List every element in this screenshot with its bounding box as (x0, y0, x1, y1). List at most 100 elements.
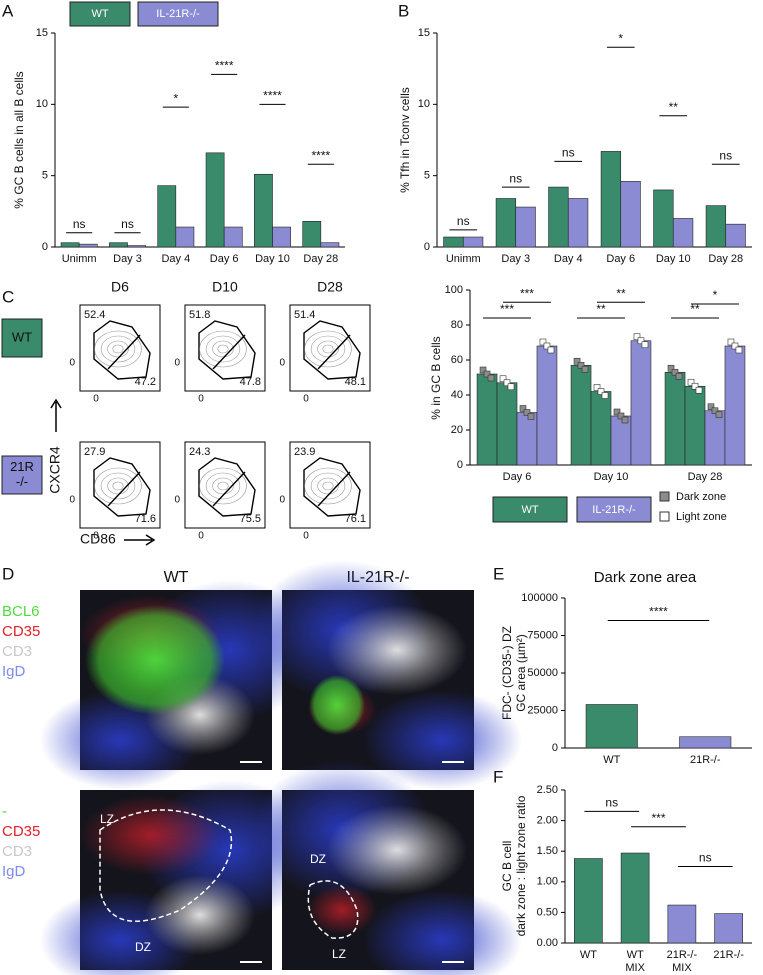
point-marker (735, 346, 743, 354)
contour (112, 344, 124, 354)
contour (199, 330, 247, 368)
group-label: 21R (10, 459, 34, 474)
gate-value: 51.4 (294, 309, 315, 321)
point-marker (573, 357, 581, 365)
bar (570, 364, 592, 466)
zone-label: LZ (332, 947, 346, 961)
point-marker (527, 413, 535, 420)
x-tick-label: WT (580, 949, 597, 961)
x-tick-label: Day 6 (606, 253, 635, 265)
bar (672, 218, 694, 248)
y-tick-label: 100 (445, 284, 463, 296)
column-label: WT (164, 569, 189, 586)
bar (157, 185, 177, 248)
point-marker (637, 337, 645, 345)
gate (93, 457, 151, 517)
significance-label: * (618, 31, 623, 45)
significance-label: ns (699, 851, 712, 865)
gate (198, 457, 256, 517)
point-marker (547, 346, 555, 354)
bar (620, 181, 641, 248)
cd3-signal (327, 605, 467, 695)
bar (302, 221, 322, 248)
y-tick-label: 0 (424, 241, 430, 253)
x-tick-label: Day 28 (688, 471, 723, 483)
point-marker (675, 372, 683, 380)
y-tick-label: 5 (42, 170, 48, 182)
contour (94, 467, 142, 505)
significance-label: ** (616, 286, 626, 300)
panel-label: C (2, 287, 14, 306)
y-tick-label: 25000 (527, 704, 558, 716)
y-tick-label: 40 (451, 389, 463, 401)
zone-label: DZ (135, 940, 151, 954)
point-marker (597, 388, 605, 395)
legend-label: Light zone (676, 511, 727, 523)
bar (536, 345, 558, 466)
bar (60, 242, 80, 248)
legend-swatch (659, 511, 670, 522)
y-axis-label: GC B cell (500, 841, 514, 892)
cd3-signal (145, 875, 255, 955)
panel-label: E (493, 564, 504, 583)
bar (600, 151, 622, 248)
point-marker (543, 342, 551, 350)
column-label: D6 (111, 279, 129, 295)
flow-plot: 24.3 75.5 0 0 (174, 441, 266, 542)
channel-label: IgD (2, 863, 26, 880)
flow-plot: 51.4 48.1 0 0 (279, 304, 371, 405)
y-tick-label: 0.50 (537, 906, 558, 918)
gate-value: 52.4 (84, 309, 105, 321)
point-marker (617, 412, 625, 420)
gate-divider (107, 334, 141, 370)
point-marker (507, 383, 515, 391)
flow-plot: 27.9 71.6 0 0 (69, 441, 161, 542)
axis-zero: 0 (174, 358, 180, 369)
point-marker (641, 341, 649, 349)
gate-value: 47.8 (240, 376, 261, 388)
y-axis-label: dark zone : light zone ratio (514, 795, 528, 936)
point-marker (503, 379, 511, 387)
x-tick-label: Day 10 (594, 471, 629, 483)
gate-value: 27.9 (84, 446, 105, 458)
contour (322, 481, 334, 491)
axis-zero: 0 (303, 394, 309, 405)
group-label: -/- (16, 474, 28, 489)
x-tick-label: Day 6 (503, 471, 532, 483)
point-marker (601, 392, 609, 399)
gate-divider (317, 471, 351, 507)
x-tick-label: Day 3 (501, 253, 530, 265)
significance-label: ns (73, 217, 86, 231)
significance-label: **** (263, 89, 282, 103)
gate-value: 24.3 (189, 446, 210, 458)
igd-signal (362, 690, 522, 790)
point-marker (671, 368, 679, 376)
contour (94, 330, 142, 368)
point-marker (487, 374, 495, 382)
gate (303, 457, 361, 517)
gate-value: 47.2 (135, 376, 156, 388)
point-marker (479, 366, 487, 374)
bar (548, 186, 569, 248)
point-marker (499, 375, 507, 383)
point-marker (581, 365, 589, 373)
contour (205, 335, 241, 363)
x-tick-label: WT MIX (625, 949, 645, 974)
y-tick-label: 1.50 (537, 845, 558, 857)
bar (724, 345, 746, 466)
contour (100, 335, 136, 363)
bar (585, 704, 638, 749)
bcl6-signal (309, 675, 365, 735)
x-tick-label: Day 4 (161, 253, 190, 265)
micrograph (252, 560, 522, 790)
channel-label: BCL6 (2, 603, 40, 620)
flow-plot: 52.4 47.2 0 0 (69, 304, 161, 405)
column-label: D10 (212, 279, 238, 295)
x-tick-label: WT (603, 754, 620, 766)
legend-swatch (576, 496, 652, 523)
contour (100, 472, 136, 500)
zone-label: LZ (100, 812, 114, 826)
significance-label: ns (562, 146, 575, 160)
